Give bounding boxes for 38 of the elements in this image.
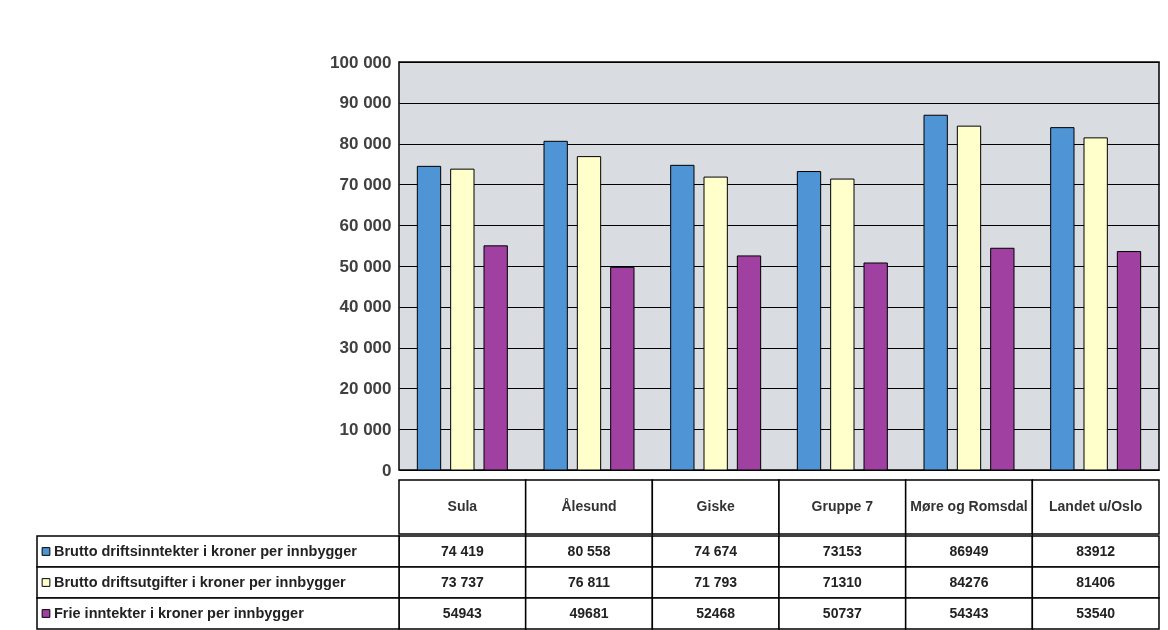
- x-tick-label: Møre og Romsdal: [910, 498, 1028, 514]
- data-label: 49681: [569, 604, 609, 621]
- legend-label: Frie inntekter i kroner per innbygger: [54, 604, 305, 621]
- data-label: 76 811: [567, 573, 611, 590]
- y-tick-label: 90 000: [339, 93, 392, 113]
- legend-label: Brutto driftsinntekter i kroner per innbygger: [54, 542, 358, 559]
- y-tick-label: 60 000: [339, 215, 392, 235]
- data-label: 54943: [442, 604, 483, 621]
- x-tick-label: Giske: [696, 498, 735, 514]
- data-label: 73153: [822, 542, 863, 559]
- y-tick-label: 10 000: [339, 419, 392, 439]
- data-label: 71 793: [694, 573, 738, 590]
- y-tick-label: 70 000: [339, 174, 392, 194]
- data-label: 74 674: [694, 542, 738, 559]
- data-label: 83912: [1076, 542, 1116, 559]
- data-label: 50737: [822, 604, 863, 621]
- legend-label: Brutto driftsutgifter i kroner per innbygger: [54, 573, 346, 590]
- data-label: 54343: [949, 604, 989, 621]
- data-label: 53540: [1076, 604, 1116, 621]
- y-tick-label: 40 000: [339, 297, 392, 317]
- data-label: 52468: [696, 604, 736, 621]
- y-tick-label: 100 000: [330, 52, 392, 72]
- y-tick-label: 0: [382, 460, 392, 480]
- y-tick-label: 20 000: [339, 378, 392, 398]
- y-tick-label: 50 000: [339, 256, 392, 276]
- data-label: 80 558: [567, 542, 611, 559]
- data-label: 84276: [949, 573, 989, 590]
- data-label: 71310: [822, 573, 863, 590]
- y-tick-label: 30 000: [339, 338, 392, 358]
- x-tick-label: Sula: [447, 498, 478, 514]
- y-tick-label: 80 000: [339, 134, 392, 154]
- x-tick-label: Gruppe 7: [811, 498, 874, 514]
- data-label: 81406: [1076, 573, 1116, 590]
- x-tick-label: Ålesund: [561, 498, 617, 514]
- data-label: 74 419: [440, 542, 484, 559]
- data-label: 73 737: [440, 573, 484, 590]
- x-tick-label: Landet u/Oslo: [1048, 498, 1143, 514]
- data-label: 86949: [949, 542, 989, 559]
